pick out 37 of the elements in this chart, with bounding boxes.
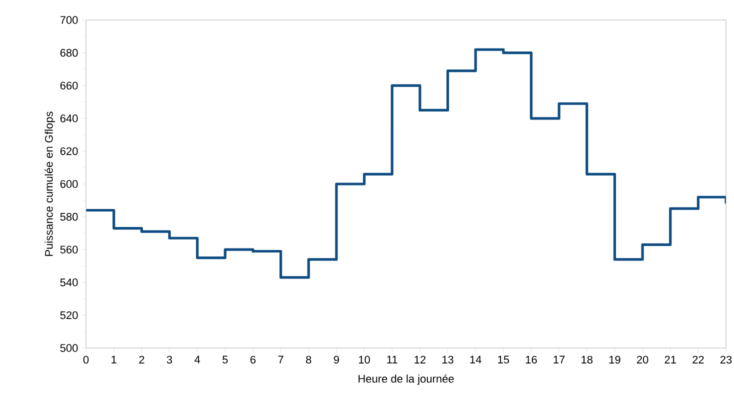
y-tick-label: 660 (60, 82, 78, 90)
x-tick-label: 1 (112, 356, 116, 364)
x-tick-label: 13 (442, 356, 454, 364)
x-tick-label: 15 (498, 356, 510, 364)
y-tick-label: 680 (60, 48, 78, 57)
x-tick-label: 17 (554, 356, 565, 364)
x-tick-label: 2 (139, 356, 144, 364)
y-tick-label: 500 (60, 344, 78, 352)
x-tick-label: 6 (250, 356, 256, 364)
y-tick-label: 600 (60, 180, 78, 188)
y-axis-title: Puissance cumulée en Gflops (44, 112, 55, 256)
y-tick-label: 580 (60, 212, 78, 221)
x-tick-label: 8 (306, 356, 312, 364)
x-tick-label: 16 (526, 356, 537, 364)
x-tick-label: 11 (387, 356, 398, 364)
y-tick-label: 700 (60, 16, 78, 24)
x-tick-label: 0 (83, 356, 89, 364)
x-tick-label: 10 (358, 356, 370, 364)
x-tick-label: 4 (194, 356, 200, 364)
x-tick-label: 12 (414, 356, 426, 364)
x-tick-label: 19 (609, 356, 620, 364)
y-tick-label: 520 (60, 311, 78, 320)
x-tick-label: 20 (636, 356, 648, 364)
x-tick-label: 9 (334, 356, 339, 364)
x-tick-label: 23 (720, 356, 732, 364)
x-axis-title: Heure de la journée (358, 374, 454, 385)
x-tick-label: 18 (582, 356, 593, 364)
x-tick-label: 14 (470, 356, 482, 364)
x-tick-label: 21 (664, 356, 676, 364)
x-tick-label: 5 (222, 356, 228, 364)
x-tick-label: 22 (692, 356, 704, 364)
x-tick-label: 3 (166, 356, 172, 364)
y-tick-label: 620 (60, 147, 78, 156)
y-tick-label: 640 (60, 114, 78, 122)
x-tick-label: 7 (278, 356, 284, 364)
y-tick-label: 540 (60, 278, 78, 286)
y-tick-label: 560 (60, 246, 78, 254)
